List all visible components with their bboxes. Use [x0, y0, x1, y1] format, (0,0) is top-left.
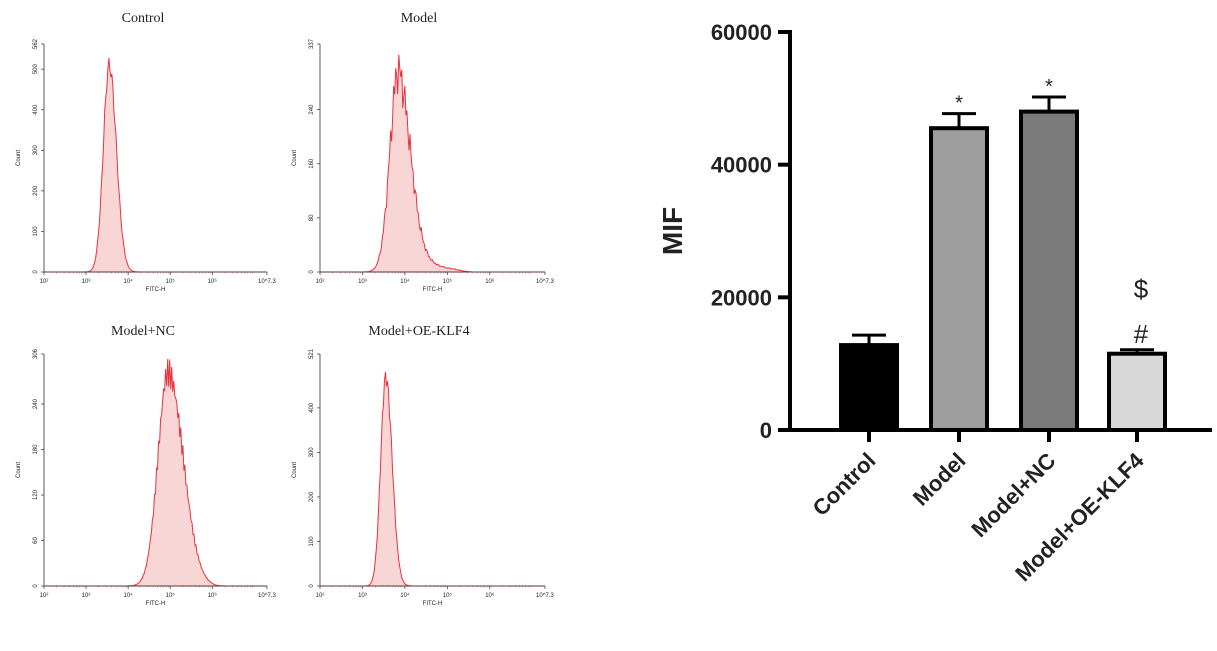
histogram-x-axis-label: FITC-H [146, 287, 166, 293]
histogram-y-tick-label: 300 [309, 447, 315, 458]
histogram-area [320, 371, 545, 587]
histogram-x-tick-label: 10⁶ [208, 592, 218, 599]
bar-y-tick-label: 20000 [711, 285, 772, 310]
histogram-y-tick-label: 306 [33, 348, 39, 359]
histogram-y-tick-label: 0 [309, 584, 315, 588]
histogram-y-tick-label: 300 [33, 145, 39, 156]
histogram-x-tick-label: 10⁴ [400, 278, 410, 285]
significance-hash: # [1134, 319, 1149, 349]
histogram-y-tick-label: 60 [33, 537, 39, 544]
histogram-x-tick-label: 10⁵ [166, 278, 176, 285]
histogram-y-tick-label: 0 [33, 584, 39, 588]
histogram-y-tick-label: 240 [309, 104, 315, 115]
histogram-area [44, 359, 267, 587]
histogram-y-axis-label: Count [292, 150, 298, 166]
histogram-x-tick-label: 10⁴ [124, 592, 134, 599]
bar-category-label: Control [808, 448, 881, 521]
histogram-x-tick-label: 10⁶ [485, 592, 495, 599]
significance-dollar: $ [1134, 274, 1149, 304]
histogram-x-axis-label: FITC-H [423, 601, 443, 607]
histogram-title: Control [122, 11, 165, 26]
bar-model-oe-klf4 [1107, 351, 1167, 433]
histogram-panel-2: Model 0 80 160 240 337 10² 10³ 10⁴ 10⁵ 10⁶ 10^7.3 FI… [292, 11, 555, 293]
histogram-x-tick-label: 10⁶ [485, 278, 495, 285]
histogram-x-tick-label: 10⁵ [443, 278, 453, 285]
histogram-x-tick-label: 10² [316, 593, 325, 599]
histogram-x-tick-label: 10⁶ [208, 278, 218, 285]
histogram-y-tick-label: 500 [33, 63, 39, 74]
histogram-y-tick-label: 120 [33, 489, 39, 500]
bar-category-label: Model [908, 448, 971, 511]
histogram-x-tick-label: 10⁵ [166, 592, 176, 599]
histogram-title: Model [401, 11, 438, 26]
histogram-y-tick-label: 400 [33, 104, 39, 115]
histogram-x-tick-label: 10² [40, 279, 49, 285]
histogram-panel-3: Model+NC 0 60 120 180 240 306 10² 10³ 10⁴ 10⁵ 10⁶ 10… [16, 324, 277, 607]
histogram-area [320, 54, 545, 273]
histogram-title: Model+OE-KLF4 [368, 324, 469, 339]
histogram-y-tick-label: 100 [309, 536, 315, 547]
histogram-x-axis-label: FITC-H [423, 287, 443, 293]
bar-model [929, 126, 989, 433]
histogram-y-tick-label: 160 [309, 158, 315, 169]
histogram-y-tick-label: 562 [33, 38, 39, 49]
bar-y-axis-label: MIF [657, 207, 688, 255]
histogram-x-tick-label: 10² [316, 279, 325, 285]
bar-y-tick-label: 0 [760, 418, 772, 443]
histogram-y-tick-label: 200 [309, 491, 315, 502]
histogram-x-tick-label: 10³ [82, 593, 91, 599]
histogram-y-tick-label: 0 [33, 270, 39, 274]
histogram-y-axis-label: Count [292, 462, 298, 478]
histogram-y-tick-label: 100 [33, 226, 39, 237]
histogram-y-tick-label: 240 [33, 398, 39, 409]
bar-y-tick-label: 40000 [711, 153, 772, 178]
histogram-x-axis-label: FITC-H [146, 601, 166, 607]
histogram-x-tick-label: 10³ [358, 593, 367, 599]
histogram-x-tick-label: 10⁴ [124, 278, 134, 285]
bar-y-tick-label: 60000 [711, 20, 772, 45]
histogram-panel-4: Model+OE-KLF4 0 100 200 300 400 521 10² 10³ 10⁴ 10… [292, 324, 555, 607]
histogram-y-tick-label: 80 [309, 214, 315, 221]
histogram-x-tick-label: 10⁴ [400, 592, 410, 599]
histogram-x-tick-label: 10^7.3 [258, 279, 276, 285]
histogram-area [44, 57, 267, 273]
histogram-x-tick-label: 10^7.3 [258, 593, 276, 599]
histogram-y-tick-label: 337 [309, 38, 315, 49]
histogram-y-axis-label: Count [16, 462, 22, 478]
bar-control [839, 343, 899, 432]
histogram-panel-1: Control 0 100 200 300 400 500 562 10² 10³ 10⁴ 10⁵ 10… [16, 11, 277, 293]
histogram-x-tick-label: 10² [40, 593, 49, 599]
bar-model-nc [1019, 109, 1079, 432]
histogram-x-tick-label: 10³ [358, 279, 367, 285]
histogram-x-tick-label: 10^7.3 [536, 593, 554, 599]
histogram-x-tick-label: 10³ [82, 279, 91, 285]
histogram-y-tick-label: 200 [33, 185, 39, 196]
histogram-y-tick-label: 0 [309, 270, 315, 274]
bar-chart: 0 20000 40000 60000 MIF Control Model * Model+NC… [657, 20, 1212, 586]
histogram-y-tick-label: 400 [309, 402, 315, 413]
histogram-y-axis-label: Count [16, 150, 22, 166]
histogram-x-tick-label: 10^7.3 [536, 279, 554, 285]
histogram-y-tick-label: 180 [33, 444, 39, 455]
histogram-y-tick-label: 521 [309, 348, 315, 359]
significance-star: * [955, 93, 963, 115]
histogram-title: Model+NC [111, 324, 175, 339]
bar-category-label: Model+NC [966, 448, 1060, 542]
significance-star: * [1045, 76, 1053, 98]
histogram-x-tick-label: 10⁵ [443, 592, 453, 599]
